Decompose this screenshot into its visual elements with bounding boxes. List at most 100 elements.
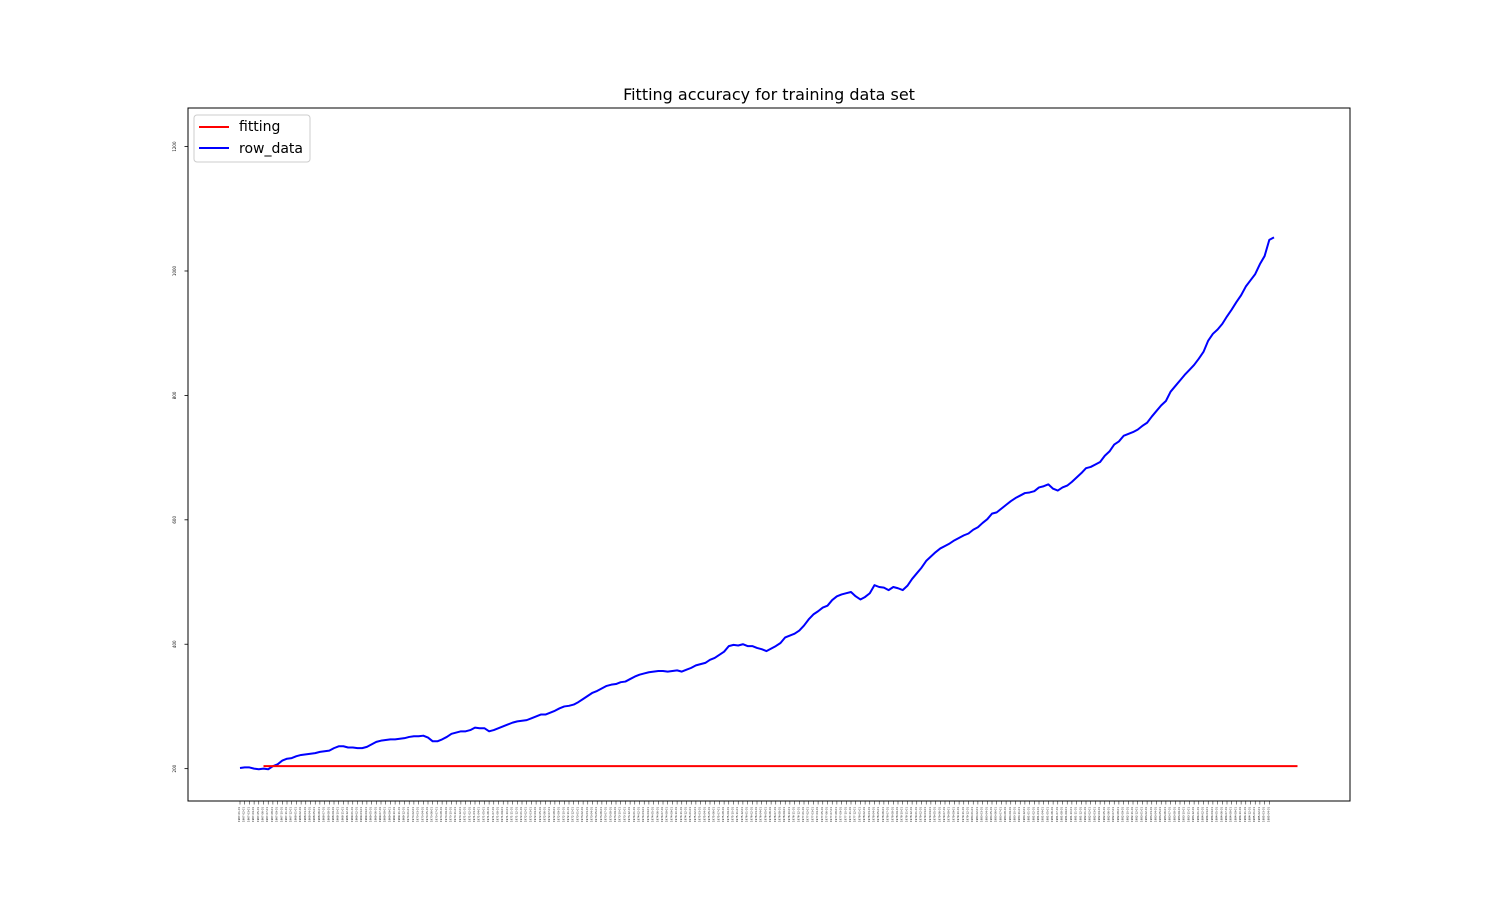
- x-tick-label: 1973-10-01: [618, 807, 622, 822]
- x-tick-label: 1982-10-01: [1125, 807, 1129, 822]
- x-tick-label: 1975-05-01: [707, 807, 711, 822]
- x-tick-label: 1970-04-01: [420, 807, 424, 822]
- x-tick-label: 1976-12-01: [796, 807, 800, 822]
- x-tick-label: 1980-02-01: [975, 807, 979, 822]
- x-tick-label: 1978-05-01: [876, 807, 880, 822]
- x-tick-label: 1978-01-01: [857, 807, 861, 822]
- x-tick-label: 1971-01-01: [463, 807, 467, 822]
- x-tick-label: 1981-05-01: [1045, 807, 1049, 822]
- x-tick-label: 1984-12-01: [1248, 807, 1252, 822]
- x-tick-label: 1973-06-01: [599, 807, 603, 822]
- x-tick-label: 1977-02-01: [806, 807, 810, 822]
- x-tick-label: 1981-07-01: [1055, 807, 1059, 822]
- x-tick-label: 1983-02-01: [1144, 807, 1148, 822]
- x-tick-label: 1978-10-01: [900, 807, 904, 822]
- x-tick-label: 1971-05-01: [481, 807, 485, 822]
- x-tick-label: 1971-11-01: [510, 807, 514, 822]
- x-tick-label: 1969-09-01: [387, 807, 391, 822]
- x-tick-label: 1978-06-01: [881, 807, 885, 822]
- x-tick-label: 1975-06-01: [712, 807, 716, 822]
- x-tick-label: 1977-07-01: [829, 807, 833, 822]
- x-tick-label: 1973-12-01: [627, 807, 631, 822]
- x-tick-label: 1975-09-01: [726, 807, 730, 822]
- x-tick-label: 1968-04-01: [308, 807, 312, 822]
- x-tick-label: 1976-02-01: [749, 807, 753, 822]
- x-tick-label: 1976-10-01: [787, 807, 791, 822]
- x-tick-label: 1968-09-01: [331, 807, 335, 822]
- x-tick-label: 1983-04-01: [1154, 807, 1158, 822]
- x-tick-label: 1967-01-01: [237, 807, 241, 822]
- x-tick-label: 1981-01-01: [1027, 807, 1031, 822]
- x-tick-label: 1971-10-01: [505, 807, 509, 822]
- x-tick-label: 1972-03-01: [528, 807, 532, 822]
- x-tick-label: 1977-12-01: [853, 807, 857, 822]
- x-tick-label: 1979-04-01: [928, 807, 932, 822]
- x-tick-label: 1981-06-01: [1050, 807, 1054, 822]
- x-tick-label: 1971-12-01: [514, 807, 518, 822]
- y-tick-label: 800: [172, 391, 177, 399]
- x-tick-label: 1971-02-01: [467, 807, 471, 822]
- x-tick-label: 1985-02-01: [1257, 807, 1261, 822]
- x-tick-label: 1974-07-01: [660, 807, 664, 822]
- x-tick-label: 1984-06-01: [1219, 807, 1223, 822]
- x-tick-label: 1982-06-01: [1107, 807, 1111, 822]
- x-tick-label: 1974-08-01: [665, 807, 669, 822]
- x-tick-label: 1973-07-01: [604, 807, 608, 822]
- x-tick-label: 1968-07-01: [322, 807, 326, 822]
- x-tick-label: 1978-09-01: [895, 807, 899, 822]
- x-tick-label: 1968-08-01: [326, 807, 330, 822]
- x-tick-label: 1969-11-01: [397, 807, 401, 822]
- x-tick-label: 1982-02-01: [1088, 807, 1092, 822]
- x-tick-label: 1980-05-01: [989, 807, 993, 822]
- x-tick-label: 1979-07-01: [942, 807, 946, 822]
- x-tick-label: 1979-06-01: [937, 807, 941, 822]
- x-tick-label: 1978-11-01: [904, 807, 908, 822]
- x-tick-label: 1978-12-01: [909, 807, 913, 822]
- x-tick-label: 1969-04-01: [364, 807, 368, 822]
- x-tick-label: 1982-12-01: [1135, 807, 1139, 822]
- x-tick-label: 1981-11-01: [1074, 807, 1078, 822]
- x-tick-label: 1972-09-01: [557, 807, 561, 822]
- x-tick-label: 1969-12-01: [402, 807, 406, 822]
- x-tick-label: 1969-06-01: [373, 807, 377, 822]
- x-tick-label: 1980-04-01: [984, 807, 988, 822]
- x-tick-label: 1975-01-01: [688, 807, 692, 822]
- x-tick-label: 1968-03-01: [303, 807, 307, 822]
- x-tick-label: 1970-07-01: [434, 807, 438, 822]
- x-tick-label: 1974-09-01: [669, 807, 673, 822]
- x-tick-label: 1967-03-01: [246, 807, 250, 822]
- x-tick-label: 1972-04-01: [533, 807, 537, 822]
- x-tick-label: 1972-05-01: [538, 807, 542, 822]
- x-tick-label: 1975-02-01: [693, 807, 697, 822]
- x-tick-label: 1973-01-01: [575, 807, 579, 822]
- x-tick-label: 1980-01-01: [970, 807, 974, 822]
- x-tick-label: 1981-12-01: [1078, 807, 1082, 822]
- x-tick-label: 1977-11-01: [848, 807, 852, 822]
- x-tick-label: 1968-12-01: [345, 807, 349, 822]
- x-tick-label: 1977-09-01: [839, 807, 843, 822]
- x-tick-label: 1981-02-01: [1031, 807, 1035, 822]
- x-tick-label: 1977-01-01: [801, 807, 805, 822]
- x-tick-label: 1978-02-01: [862, 807, 866, 822]
- x-tick-label: 1975-04-01: [702, 807, 706, 822]
- x-tick-label: 1984-11-01: [1243, 807, 1247, 822]
- x-tick-label: 1978-03-01: [867, 807, 871, 822]
- x-tick-label: 1975-07-01: [716, 807, 720, 822]
- x-tick-label: 1975-03-01: [698, 807, 702, 822]
- x-tick-label: 1983-10-01: [1182, 807, 1186, 822]
- x-tick-label: 1974-10-01: [674, 807, 678, 822]
- x-tick-label: 1967-08-01: [270, 807, 274, 822]
- x-tick-label: 1981-08-01: [1060, 807, 1064, 822]
- x-tick-label: 1974-06-01: [655, 807, 659, 822]
- y-tick-label: 400: [172, 640, 177, 648]
- x-tick-label: 1980-09-01: [1008, 807, 1012, 822]
- x-tick-label: 1980-10-01: [1013, 807, 1017, 822]
- x-tick-label: 1970-09-01: [444, 807, 448, 822]
- x-tick-label: 1980-03-01: [980, 807, 984, 822]
- x-tick-label: 1976-05-01: [763, 807, 767, 822]
- x-tick-label: 1970-08-01: [439, 807, 443, 822]
- x-tick-label: 1982-01-01: [1083, 807, 1087, 822]
- x-axis: 1967-01-01 1967-02-01 1967-03-01 1967-04-01…: [237, 801, 1270, 822]
- x-tick-label: 1984-07-01: [1224, 807, 1228, 822]
- legend-label-fitting: fitting: [239, 119, 280, 135]
